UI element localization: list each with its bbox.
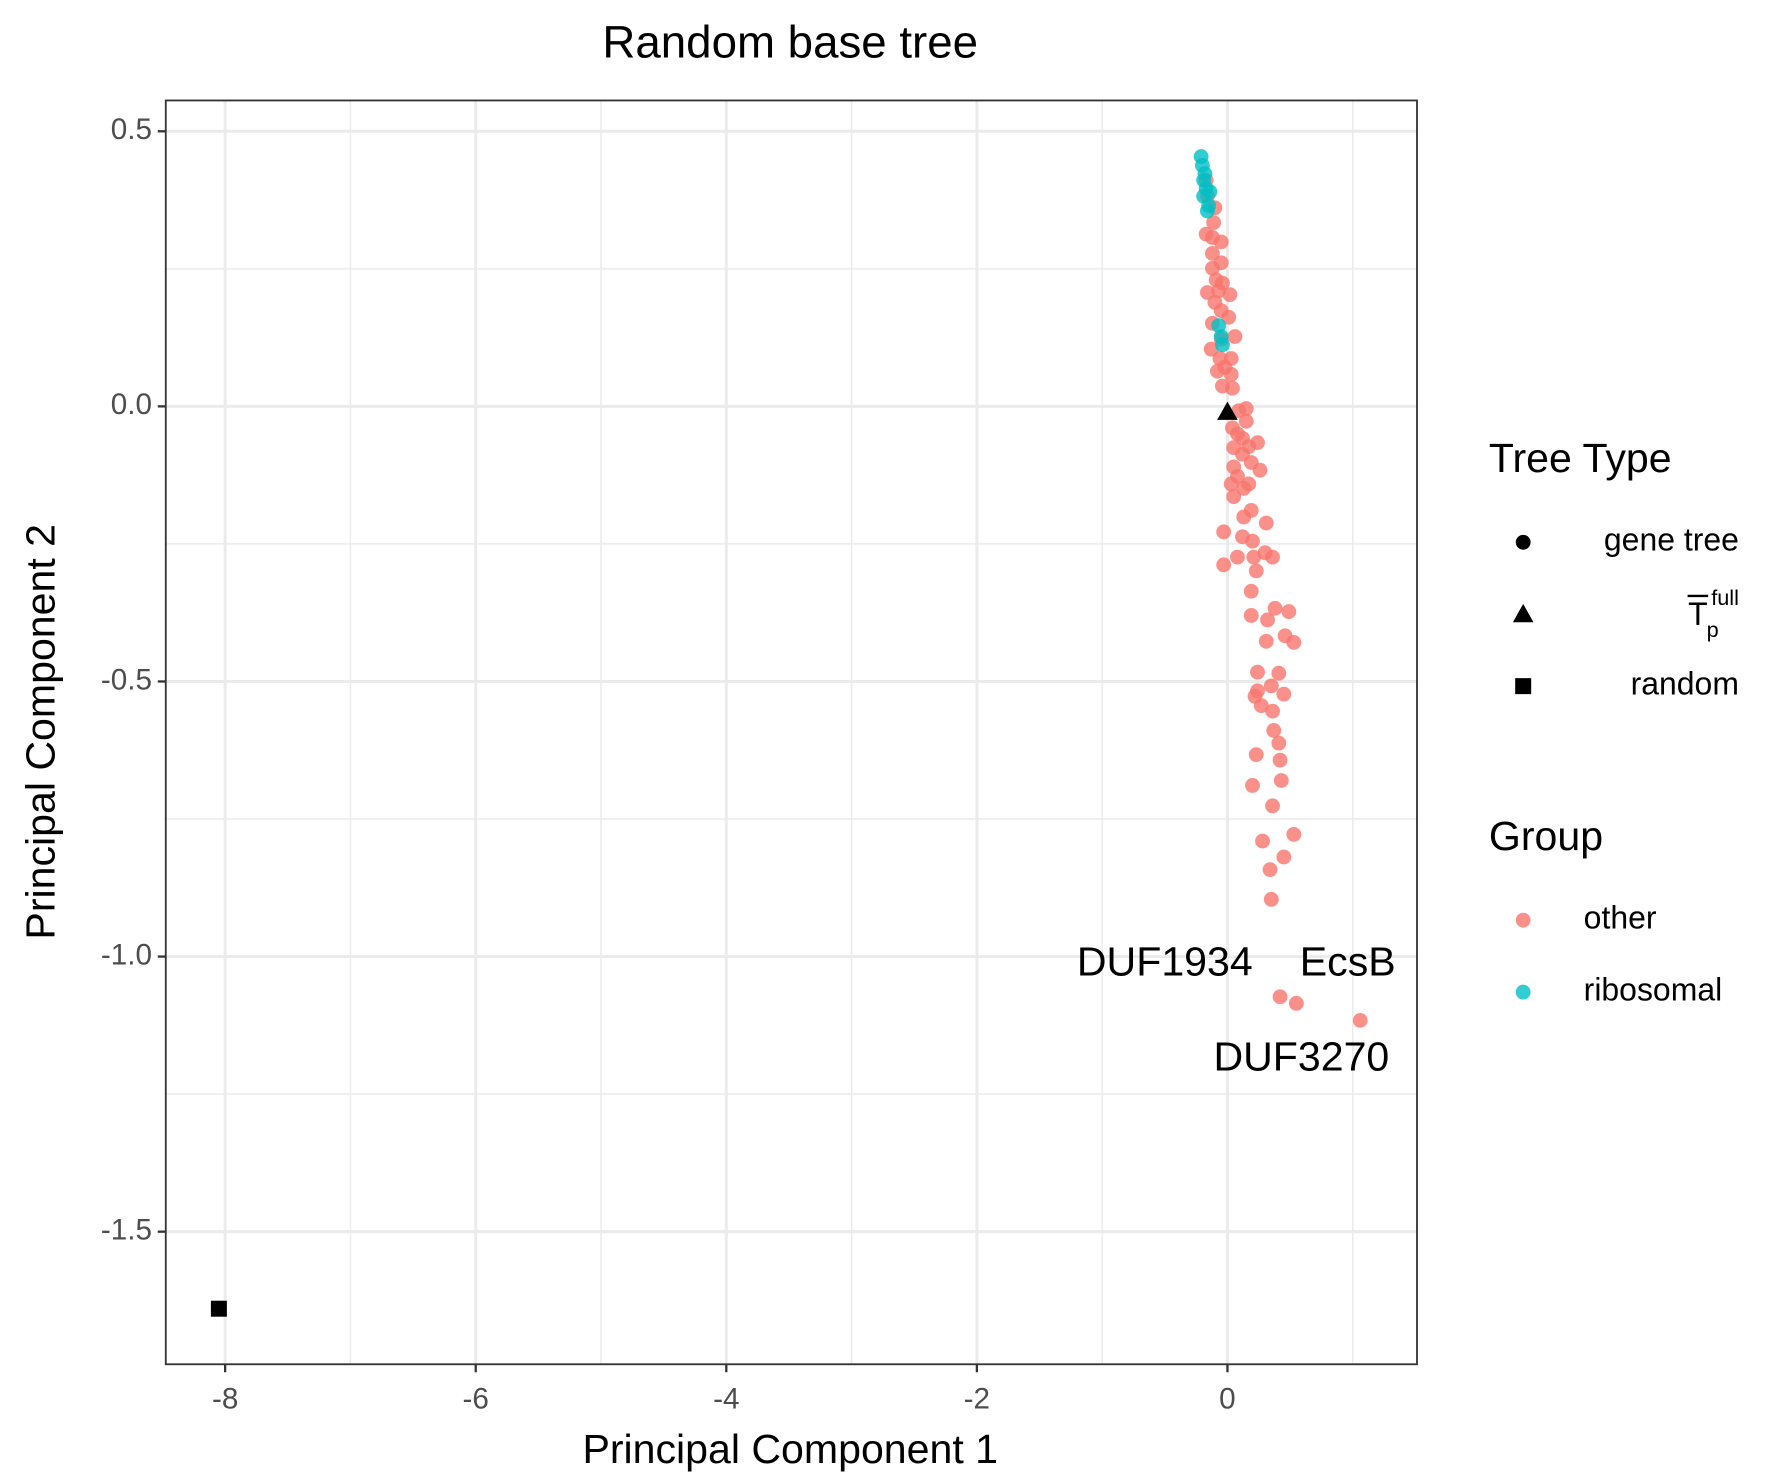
point (1263, 678, 1279, 694)
legend-key (1515, 534, 1531, 550)
point (1203, 341, 1219, 357)
point (1265, 798, 1280, 814)
point (1272, 989, 1288, 1005)
legend-label: other (1584, 900, 1657, 936)
point (1212, 351, 1228, 366)
annotation: EcsB (1300, 939, 1396, 985)
point (1226, 459, 1242, 475)
y-tick-label: 0.5 (111, 113, 152, 146)
point (1238, 401, 1254, 416)
point (1235, 430, 1250, 446)
legend-label: random (1631, 666, 1739, 702)
point (1258, 633, 1274, 649)
point (1271, 735, 1287, 751)
point (1199, 203, 1215, 219)
legend-label: ribosomal (1584, 972, 1723, 1008)
legend-key (1515, 678, 1532, 695)
point (1216, 524, 1232, 540)
y-tick-label: -0.5 (101, 663, 152, 696)
x-tick-label: 0 (1219, 1383, 1236, 1416)
point (1226, 489, 1242, 505)
point (1226, 440, 1242, 456)
y-tick-label: -1.5 (101, 1214, 152, 1247)
point (1250, 664, 1265, 680)
point (1286, 827, 1302, 842)
legend-title: Tree Type (1489, 435, 1672, 481)
legend-label: p (1707, 617, 1719, 642)
point (1276, 686, 1292, 702)
plot-border (164, 99, 1418, 1366)
x-tick-label: -2 (964, 1383, 990, 1416)
point (1246, 549, 1262, 565)
legend-label: full (1711, 585, 1739, 610)
special-point (1217, 401, 1238, 420)
point (1243, 583, 1259, 599)
point (1266, 723, 1282, 738)
point (1238, 413, 1254, 429)
point (1222, 287, 1238, 303)
point (1288, 995, 1304, 1011)
point (1260, 612, 1275, 628)
point (1248, 747, 1264, 763)
point (1352, 1012, 1368, 1028)
y-axis-title: Principal Component 2 (17, 524, 63, 940)
point (1206, 215, 1222, 231)
y-tick-label: 0.0 (111, 388, 152, 421)
point (1199, 285, 1215, 300)
point (1198, 226, 1214, 242)
point (1281, 604, 1297, 620)
point (1230, 549, 1245, 565)
point (1258, 515, 1274, 531)
point (1263, 891, 1279, 907)
legend-key (1512, 603, 1534, 623)
point (1243, 502, 1259, 518)
point (1213, 255, 1229, 271)
point (1223, 351, 1239, 366)
legend-label: T (1688, 596, 1708, 632)
legend-label: gene tree (1604, 522, 1739, 558)
point (1235, 529, 1250, 545)
point (1262, 862, 1278, 878)
point (1265, 703, 1280, 719)
point (1227, 329, 1243, 344)
point (1276, 849, 1292, 865)
point (1247, 688, 1263, 704)
point (1225, 420, 1240, 436)
point (1277, 628, 1293, 644)
legend-title: Group (1489, 813, 1603, 859)
point (1257, 545, 1273, 561)
chart-title: Random base tree (602, 17, 978, 68)
point (1272, 752, 1288, 768)
point (1204, 245, 1220, 261)
legend-key (1515, 912, 1531, 928)
legend-key (1515, 984, 1531, 1000)
point (1271, 665, 1287, 681)
annotation: DUF1934 (1077, 939, 1253, 985)
x-tick-label: -4 (713, 1383, 739, 1416)
point (1208, 272, 1224, 288)
point (1273, 773, 1289, 788)
point (1248, 563, 1264, 579)
point (1211, 318, 1227, 333)
x-tick-label: -8 (212, 1383, 238, 1416)
annotation: DUF3270 (1213, 1033, 1389, 1079)
x-axis-title: Principal Component 1 (582, 1426, 998, 1472)
point (1243, 608, 1259, 623)
point (1267, 600, 1283, 616)
point (1255, 833, 1270, 849)
x-tick-label: -6 (463, 1383, 489, 1416)
y-tick-label: -1.0 (101, 938, 152, 971)
point (1245, 778, 1260, 793)
point (1215, 378, 1230, 394)
point (1216, 557, 1232, 573)
special-point (210, 1300, 227, 1317)
point (1241, 476, 1257, 492)
